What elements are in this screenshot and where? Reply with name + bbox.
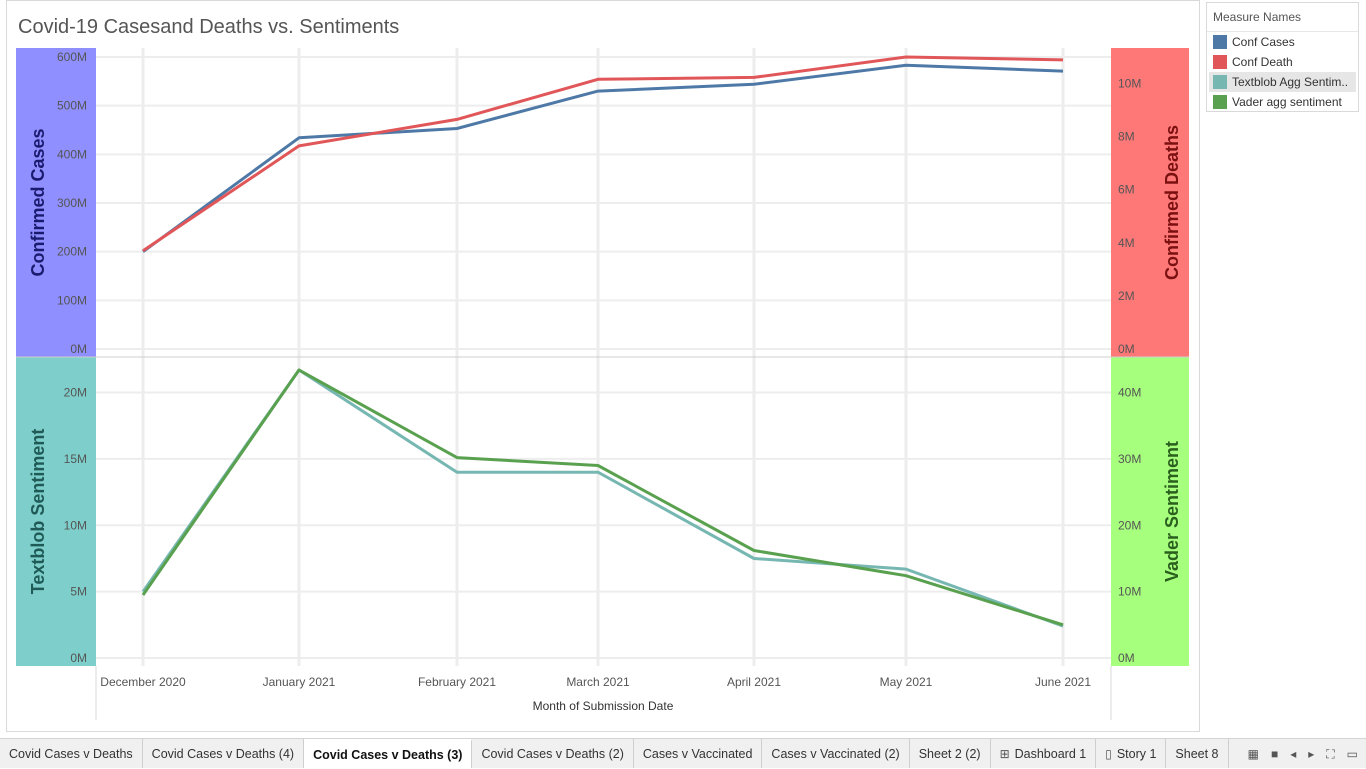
left-axis-tick-label: 15M [64, 452, 87, 466]
sheet-tab[interactable]: Cases v Vaccinated (2) [762, 739, 909, 768]
left-axis-tick-label: 200M [57, 245, 87, 259]
sheet-tab-label: Story 1 [1117, 747, 1157, 761]
show-tabs-icon[interactable]: ■ [1271, 747, 1278, 761]
show-filmstrip-icon[interactable]: ▦ [1248, 747, 1259, 761]
right-axis-tick-label: 4M [1118, 236, 1135, 250]
sheet-tab-bar: Covid Cases v Deaths Covid Cases v Deaths… [0, 738, 1366, 768]
series-line [143, 370, 1063, 625]
legend-label: Conf Death [1232, 55, 1293, 69]
legend-swatch [1213, 35, 1227, 49]
left-axis-tick-label: 10M [64, 518, 87, 532]
sheet-tab[interactable]: ▯ Story 1 [1096, 739, 1166, 768]
left-axis-tick-label: 300M [57, 196, 87, 210]
x-axis-tick-label: May 2021 [880, 675, 933, 689]
legend-swatch [1213, 75, 1227, 89]
prev-sheet-icon[interactable]: ◂ [1290, 747, 1296, 761]
right-axis-tick-label: 6M [1118, 183, 1135, 197]
left-axis-tick-label: 5M [70, 585, 87, 599]
left-axis-tick-label: 100M [57, 293, 87, 307]
x-axis-tick-label: April 2021 [727, 675, 781, 689]
sheet-tab[interactable]: Sheet 8 [1166, 739, 1228, 768]
x-axis-title: Month of Submission Date [533, 699, 674, 713]
left-axis-tick-label: 400M [57, 147, 87, 161]
legend-label: Vader agg sentiment [1232, 95, 1342, 109]
left-axis-tick-label: 600M [57, 50, 87, 64]
right-axis-tick-label: 0M [1118, 342, 1135, 356]
left-axis-title: Textblob Sentiment [28, 429, 48, 595]
right-axis-tick-label: 10M [1118, 585, 1141, 599]
left-axis-tick-label: 20M [64, 386, 87, 400]
x-axis-tick-label: March 2021 [566, 675, 630, 689]
series-line [143, 370, 1063, 626]
legend: Measure Names Conf Cases Conf Death Textbl… [1206, 2, 1359, 112]
sheet-tab-label: Cases v Vaccinated [643, 747, 753, 761]
right-axis-tick-label: 2M [1118, 289, 1135, 303]
legend-item[interactable]: Vader agg sentiment [1209, 92, 1356, 112]
legend-label: Textblob Agg Sentim.. [1232, 75, 1348, 89]
legend-item[interactable]: Textblob Agg Sentim.. [1209, 72, 1356, 92]
sheet-tab[interactable]: Cases v Vaccinated [634, 739, 763, 768]
x-axis-tick-label: June 2021 [1035, 675, 1091, 689]
left-axis-tick-label: 0M [70, 651, 87, 665]
legend-item[interactable]: Conf Cases [1209, 32, 1356, 52]
sheet-tab-label: Covid Cases v Deaths [9, 747, 133, 761]
x-axis-tick-label: February 2021 [418, 675, 496, 689]
next-sheet-icon[interactable]: ▸ [1308, 747, 1314, 761]
sheet-tab[interactable]: Sheet 2 (2) [910, 739, 991, 768]
sheet-tab[interactable]: Covid Cases v Deaths (2) [472, 739, 633, 768]
chart: Covid-19 Casesand Deaths vs. Sentiments … [0, 0, 1200, 735]
sheet-tab[interactable]: Covid Cases v Deaths (4) [143, 739, 304, 768]
left-axis-tick-label: 500M [57, 99, 87, 113]
sheet-tab-label: Sheet 8 [1175, 747, 1218, 761]
right-axis-tick-label: 40M [1118, 386, 1141, 400]
right-axis-tick-label: 8M [1118, 130, 1135, 144]
sheet-tab-label: Covid Cases v Deaths (3) [313, 748, 462, 762]
presentation-mode-icon[interactable]: ▭ [1347, 747, 1358, 761]
sheet-tab-label: Covid Cases v Deaths (2) [481, 747, 623, 761]
legend-title: Measure Names [1207, 3, 1358, 32]
x-axis-tick-label: December 2020 [100, 675, 186, 689]
tab-controls: ▦ ■ ◂ ▸ ⛶ ▭ [1248, 739, 1358, 769]
left-axis-tick-label: 0M [70, 342, 87, 356]
legend-label: Conf Cases [1232, 35, 1295, 49]
sheet-tab-label: Sheet 2 (2) [919, 747, 981, 761]
fullscreen-icon[interactable]: ⛶ [1326, 747, 1334, 762]
sheet-tab[interactable]: ⊞ Dashboard 1 [991, 739, 1097, 768]
sheet-tab[interactable]: Covid Cases v Deaths (3) [304, 739, 472, 768]
legend-swatch [1213, 55, 1227, 69]
right-axis-tick-label: 10M [1118, 77, 1141, 91]
sheet-tab-label: Covid Cases v Deaths (4) [152, 747, 294, 761]
legend-swatch [1213, 95, 1227, 109]
sheet-tab[interactable]: Covid Cases v Deaths [0, 739, 143, 768]
right-axis-tick-label: 20M [1118, 518, 1141, 532]
legend-item[interactable]: Conf Death [1209, 52, 1356, 72]
right-axis-tick-label: 30M [1118, 452, 1141, 466]
right-axis-tick-label: 0M [1118, 651, 1135, 665]
chart-title: Covid-19 Casesand Deaths vs. Sentiments [18, 16, 399, 38]
right-axis-title: Vader Sentiment [1162, 441, 1182, 582]
sheet-tab-label: Dashboard 1 [1015, 747, 1087, 761]
story-icon: ▯ [1105, 747, 1112, 761]
left-axis-title: Confirmed Cases [28, 128, 48, 276]
sheet-tab-label: Cases v Vaccinated (2) [771, 747, 899, 761]
x-axis-tick-label: January 2021 [263, 675, 336, 689]
right-axis-title: Confirmed Deaths [1162, 125, 1182, 280]
dashboard-icon: ⊞ [1000, 747, 1010, 761]
